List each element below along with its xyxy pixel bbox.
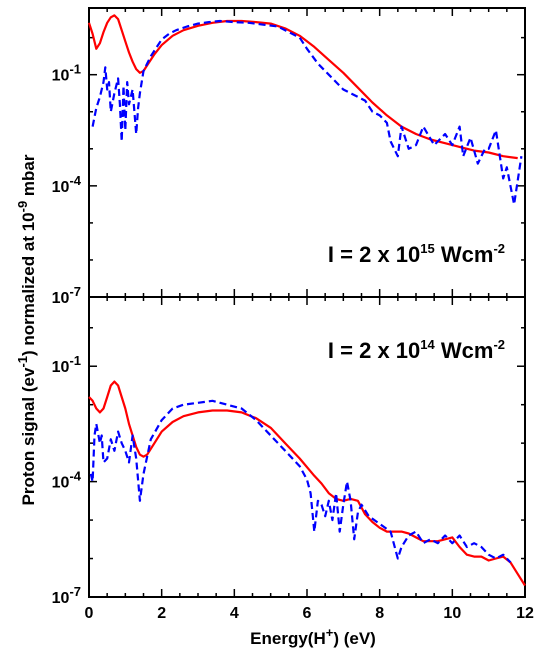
bottom-series-solid	[88, 380, 526, 587]
bottom-y-tick-label: 10-1	[52, 353, 81, 376]
top-series-solid	[87, 14, 518, 160]
top-y-tick-label: 10-4	[52, 173, 82, 196]
x-tick-label: 8	[375, 605, 384, 622]
top-y-tick-label: 10-7	[52, 284, 81, 307]
x-tick-label: 10	[443, 605, 461, 622]
bottom-intensity-annotation: I = 2 x 1014 Wcm-2	[328, 337, 505, 363]
top-intensity-annotation: I = 2 x 1015 Wcm-2	[328, 241, 505, 267]
x-tick-label: 2	[157, 605, 166, 622]
x-tick-label: 4	[230, 605, 239, 622]
bottom-series-dashed	[89, 399, 512, 564]
top-series-dashed	[91, 19, 523, 206]
bottom-panel: 10-1 10-4 10-7 I = 2 x 1014 Wcm-2 0 2 4 6 8 10 12	[52, 296, 534, 622]
x-tick-label: 6	[303, 605, 312, 622]
y-axis-title: Proton signal (ev-1) normalized at 10-9 …	[15, 154, 38, 505]
bottom-y-tick-label: 10-4	[52, 469, 82, 492]
x-tick-label: 0	[85, 605, 94, 622]
bottom-y-tick-label: 10-7	[52, 584, 81, 607]
top-panel: 10-1 10-4 10-7 I = 2 x 1015 Wcm-2	[52, 7, 526, 307]
x-tick-label: 12	[516, 605, 534, 622]
top-y-tick-label: 10-1	[52, 62, 81, 85]
x-axis-title: Energy(H+) (eV)	[250, 625, 376, 648]
